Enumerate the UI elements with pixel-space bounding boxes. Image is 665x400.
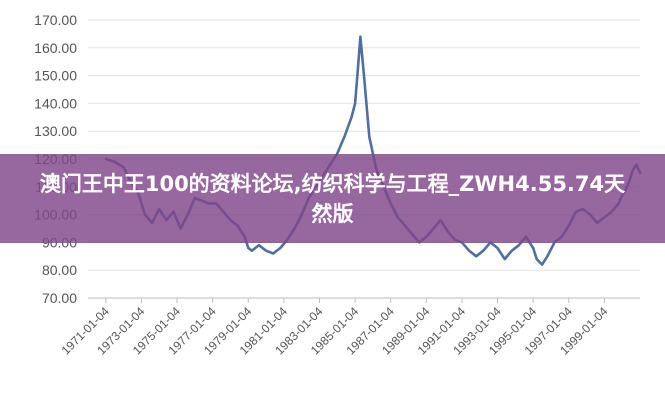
y-tick-label: 160.00 bbox=[34, 40, 77, 56]
y-tick-label: 130.00 bbox=[34, 123, 77, 139]
y-tick-label: 70.00 bbox=[42, 290, 77, 306]
banner-title: 澳门王中王100的资料论坛,纺织科学与工程_ZWH4.55.74天然版 bbox=[39, 171, 626, 226]
y-tick-label: 170.00 bbox=[34, 12, 77, 28]
y-tick-label: 80.00 bbox=[42, 262, 77, 278]
x-axis: 1971-01-041973-01-041975-01-041977-01-04… bbox=[59, 298, 611, 358]
y-tick-label: 140.00 bbox=[34, 95, 77, 111]
overlay-banner: 澳门王中王100的资料论坛,纺织科学与工程_ZWH4.55.74天然版 bbox=[0, 154, 665, 243]
y-tick-label: 150.00 bbox=[34, 68, 77, 84]
